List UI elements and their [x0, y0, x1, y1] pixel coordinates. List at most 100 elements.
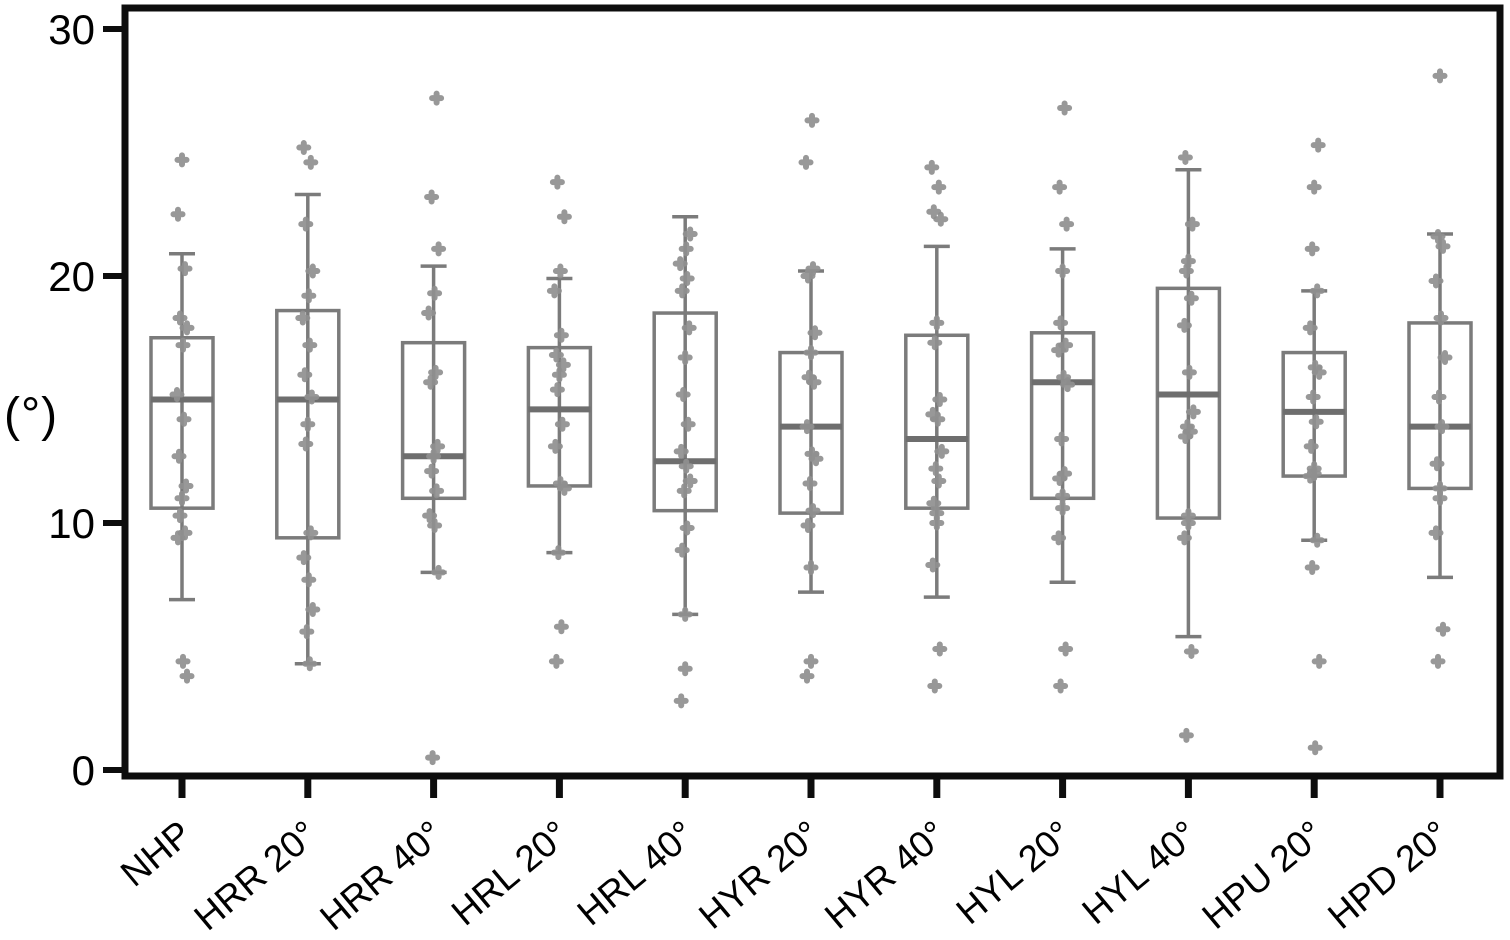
x-tick-label: HYR 20° [691, 813, 828, 937]
x-tick-label: NHP [113, 813, 199, 895]
data-point [176, 411, 192, 427]
data-point [427, 285, 443, 301]
x-tick-label: HYL 20° [949, 813, 1080, 932]
data-point [1055, 488, 1071, 504]
data-point [1431, 389, 1447, 405]
data-point [804, 112, 820, 128]
data-point [556, 480, 572, 496]
iqr-box [149, 336, 215, 510]
data-point [1434, 419, 1450, 435]
data-point [1304, 241, 1320, 257]
x-tick-label: HPU 20° [1194, 813, 1331, 937]
data-point [677, 350, 693, 366]
data-point [1430, 653, 1446, 669]
data-point [799, 419, 815, 435]
y-axis-label: (°) [4, 389, 59, 442]
data-point [1428, 525, 1444, 541]
data-point [546, 283, 562, 299]
data-point [172, 310, 188, 326]
data-point [425, 750, 441, 766]
data-point [926, 204, 942, 220]
data-point [676, 483, 692, 499]
data-point [682, 226, 698, 242]
x-tick-label: HYL 40° [1074, 813, 1205, 932]
data-point [803, 653, 819, 669]
data-point [1437, 350, 1453, 366]
data-point [1433, 310, 1449, 326]
data-point [422, 508, 438, 524]
data-point [674, 283, 690, 299]
y-tick-label: 0 [72, 747, 95, 794]
data-point [808, 451, 824, 467]
data-point [802, 475, 818, 491]
data-point [677, 661, 693, 677]
data-point [171, 448, 187, 464]
data-point [674, 542, 690, 558]
data-point [305, 263, 321, 279]
data-point [925, 557, 941, 573]
data-point [1178, 727, 1194, 743]
x-tick-label: HRL 40° [570, 813, 703, 934]
iqr-box [400, 340, 467, 501]
data-point [927, 335, 943, 351]
data-point [681, 320, 697, 336]
data-point [177, 261, 193, 277]
data-point [673, 693, 689, 709]
data-point [1432, 490, 1448, 506]
data-point [556, 209, 572, 225]
data-point [1051, 342, 1067, 358]
data-point [305, 601, 321, 617]
y-tick-label: 10 [48, 500, 95, 547]
data-point [932, 641, 948, 657]
data-point [1051, 530, 1067, 546]
data-point [675, 387, 691, 403]
data-point [426, 448, 442, 464]
data-point [1176, 530, 1192, 546]
data-point [297, 367, 313, 383]
data-point [933, 211, 949, 227]
data-point [1176, 317, 1192, 333]
data-point [1302, 320, 1318, 336]
data-point [553, 619, 569, 635]
data-point [803, 345, 819, 361]
box-group-1 [149, 152, 215, 684]
data-point [428, 364, 444, 380]
data-point [930, 411, 946, 427]
data-point [177, 525, 193, 541]
data-point [1052, 179, 1068, 195]
data-point [1180, 515, 1196, 531]
data-point [1435, 621, 1451, 637]
data-point [678, 241, 694, 257]
data-point [926, 495, 942, 511]
data-point [301, 288, 317, 304]
data-point [1435, 238, 1451, 254]
data-point [301, 572, 317, 588]
data-point [547, 438, 563, 454]
data-point [679, 270, 695, 286]
data-point [805, 261, 821, 277]
data-point [1055, 263, 1071, 279]
data-point [430, 438, 446, 454]
data-point [553, 327, 569, 343]
data-point [421, 305, 437, 321]
data-point [170, 206, 186, 222]
data-point [800, 268, 816, 284]
data-point [672, 256, 688, 272]
data-point [1306, 179, 1322, 195]
iqr-box [652, 311, 718, 513]
data-point [1058, 337, 1074, 353]
data-point [298, 436, 314, 452]
data-point [174, 152, 190, 168]
data-point [1307, 740, 1323, 756]
data-point [175, 337, 191, 353]
data-point [682, 473, 698, 489]
data-point [179, 320, 195, 336]
data-point [1311, 653, 1327, 669]
box-group-11 [1407, 68, 1473, 669]
data-point [678, 458, 694, 474]
x-tick-label: HRR 40° [312, 813, 451, 939]
data-point [1057, 100, 1073, 116]
data-point [1056, 369, 1072, 385]
data-point [1430, 228, 1446, 244]
